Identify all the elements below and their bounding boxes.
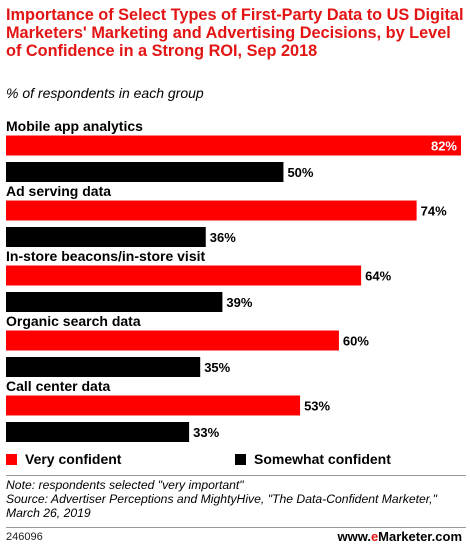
brand-domain: .com xyxy=(431,529,462,544)
legend-label-very-confident: Very confident xyxy=(25,451,122,467)
bar-ad-serving-data-very-confident xyxy=(6,200,417,221)
legend-label-somewhat-confident: Somewhat confident xyxy=(254,451,391,467)
data-label-call-center-data-very-confident: 53% xyxy=(304,399,330,414)
data-label-mobile-app-analytics-very-confident: 82% xyxy=(431,139,457,154)
chart-subtitle: % of respondents in each group xyxy=(6,85,204,101)
chart-id: 246096 xyxy=(6,531,43,543)
category-label-ad-serving-data: Ad serving data xyxy=(6,183,111,199)
bar-organic-search-data-somewhat-confident xyxy=(6,357,201,377)
brand-name: Marketer xyxy=(378,529,432,544)
data-label-ad-serving-data-somewhat-confident: 36% xyxy=(210,230,236,245)
bar-call-center-data-somewhat-confident xyxy=(6,422,190,442)
bar-chart: Mobile app analytics 82% 50% Ad serving dat… xyxy=(6,118,461,442)
divider-top xyxy=(6,475,466,476)
legend-item-very-confident: Very confident xyxy=(6,451,121,467)
legend-item-somewhat-confident: Somewhat confident xyxy=(235,451,391,467)
brand-e: e xyxy=(370,529,379,544)
data-label-mobile-app-analytics-somewhat-confident: 50% xyxy=(287,165,313,180)
data-label-organic-search-data-very-confident: 60% xyxy=(343,334,369,349)
category-label-call-center-data: Call center data xyxy=(6,378,110,394)
bar-call-center-data-very-confident xyxy=(6,395,301,416)
chart-title: Importance of Select Types of First-Part… xyxy=(6,6,464,60)
data-label-organic-search-data-somewhat-confident: 35% xyxy=(204,360,230,375)
brand-prefix: www. xyxy=(337,529,371,544)
source-text: Source: Advertiser Perceptions and Might… xyxy=(6,492,437,520)
note-text: Note: respondents selected "very importa… xyxy=(6,478,244,492)
category-label-mobile-app-analytics: Mobile app analytics xyxy=(6,118,143,134)
category-label-in-store-beacons-in-store-visit: In-store beacons/in-store visit xyxy=(6,248,205,264)
footnote: Note: respondents selected "very importa… xyxy=(6,478,466,520)
data-label-call-center-data-somewhat-confident: 33% xyxy=(193,425,219,440)
legend-swatch-very-confident xyxy=(6,453,17,465)
bar-mobile-app-analytics-very-confident xyxy=(6,135,461,156)
divider-bottom xyxy=(6,527,466,528)
data-label-in-store-beacons-in-store-visit-somewhat-confident: 39% xyxy=(226,295,252,310)
bar-mobile-app-analytics-somewhat-confident xyxy=(6,162,284,182)
legend: Very confident Somewhat confident xyxy=(6,451,466,469)
data-label-ad-serving-data-very-confident: 74% xyxy=(421,204,447,219)
bar-organic-search-data-very-confident xyxy=(6,330,339,351)
bar-in-store-beacons-in-store-visit-somewhat-confident xyxy=(6,292,223,312)
category-label-organic-search-data: Organic search data xyxy=(6,313,141,329)
bar-in-store-beacons-in-store-visit-very-confident xyxy=(6,265,362,286)
brand-logo: www.eMarketer.com xyxy=(337,529,462,544)
bar-ad-serving-data-somewhat-confident xyxy=(6,227,206,247)
data-label-in-store-beacons-in-store-visit-very-confident: 64% xyxy=(365,269,391,284)
legend-swatch-somewhat-confident xyxy=(235,453,246,465)
